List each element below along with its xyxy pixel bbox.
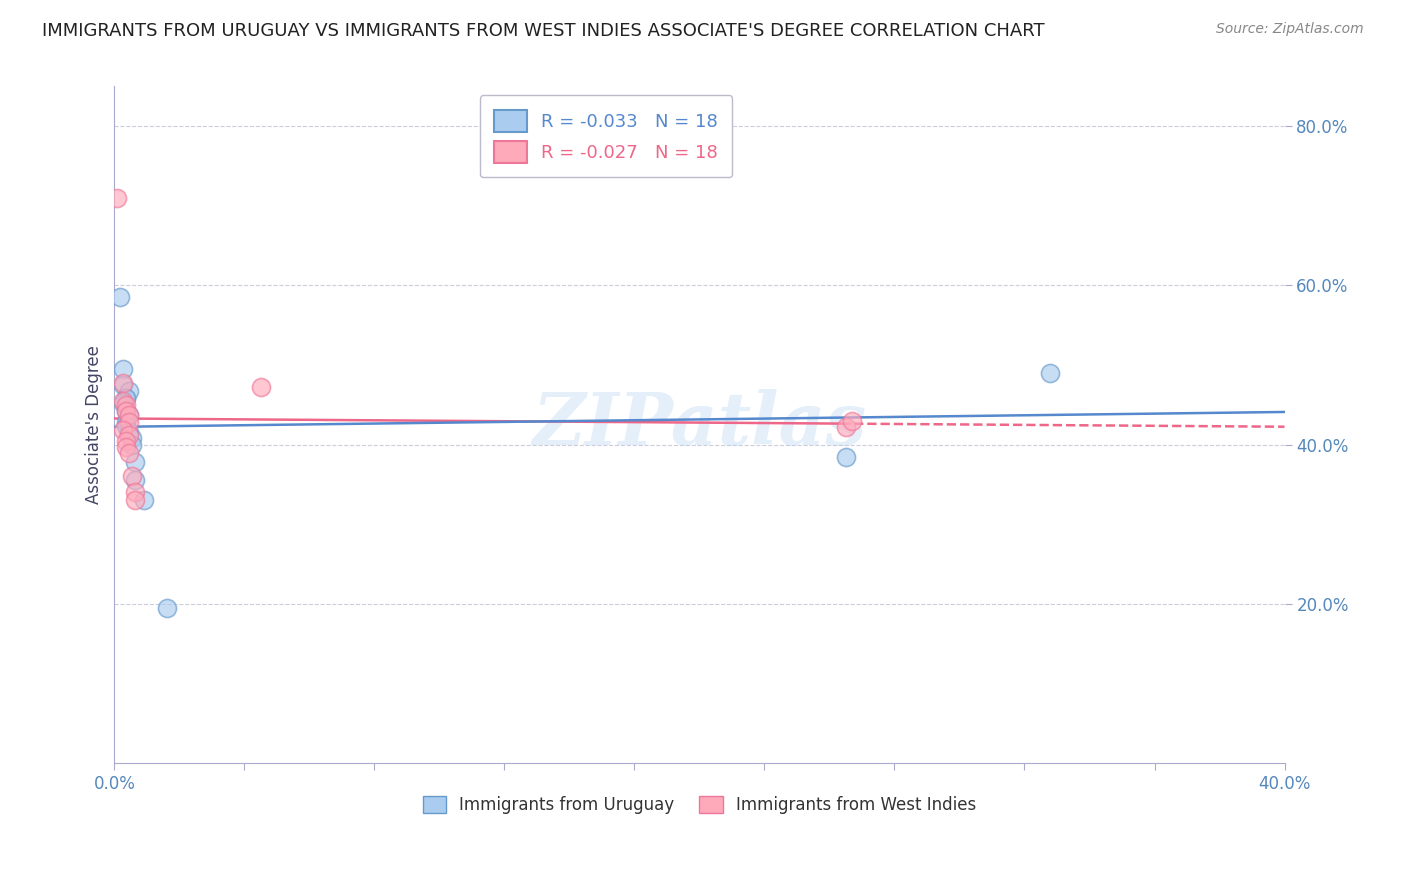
Point xyxy=(110,290,132,304)
Point xyxy=(118,425,141,439)
Point xyxy=(112,423,135,437)
Point xyxy=(118,408,141,422)
Point xyxy=(124,455,146,469)
Point xyxy=(124,474,146,488)
Point xyxy=(121,437,143,451)
Point xyxy=(118,428,141,442)
Point xyxy=(835,420,858,434)
Point xyxy=(115,434,138,448)
Point xyxy=(112,362,135,376)
Text: IMMIGRANTS FROM URUGUAY VS IMMIGRANTS FROM WEST INDIES ASSOCIATE'S DEGREE CORREL: IMMIGRANTS FROM URUGUAY VS IMMIGRANTS FR… xyxy=(42,22,1045,40)
Point xyxy=(835,450,858,464)
Point xyxy=(115,392,138,406)
Point xyxy=(124,493,146,508)
Point xyxy=(115,398,138,412)
Text: Source: ZipAtlas.com: Source: ZipAtlas.com xyxy=(1216,22,1364,37)
Point xyxy=(118,445,141,459)
Point xyxy=(156,600,179,615)
Point xyxy=(115,419,138,434)
Point xyxy=(249,380,271,394)
Legend: Immigrants from Uruguay, Immigrants from West Indies: Immigrants from Uruguay, Immigrants from… xyxy=(415,788,984,822)
Point xyxy=(118,408,141,422)
Point xyxy=(121,469,143,483)
Point xyxy=(1039,366,1062,380)
Point xyxy=(112,393,135,408)
Point xyxy=(118,384,141,398)
Point xyxy=(841,414,863,428)
Point xyxy=(124,485,146,500)
Point xyxy=(105,191,128,205)
Point xyxy=(112,376,135,390)
Point xyxy=(115,415,138,429)
Point xyxy=(118,415,141,429)
Point xyxy=(115,404,138,418)
Point xyxy=(121,431,143,445)
Point xyxy=(112,378,135,392)
Y-axis label: Associate's Degree: Associate's Degree xyxy=(86,345,103,504)
Text: ZIPatlas: ZIPatlas xyxy=(533,389,866,460)
Point xyxy=(112,396,135,410)
Point xyxy=(132,493,155,508)
Point xyxy=(115,392,138,406)
Point xyxy=(115,404,138,418)
Point xyxy=(115,440,138,454)
